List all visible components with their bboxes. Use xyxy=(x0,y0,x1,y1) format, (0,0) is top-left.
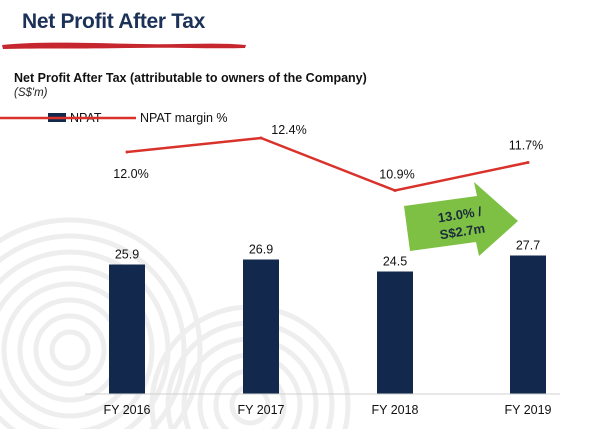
margin-value-label: 10.9% xyxy=(379,168,414,182)
bar-fy-2019 xyxy=(510,255,546,394)
growth-callout-arrow xyxy=(404,182,518,256)
margin-point xyxy=(393,189,397,192)
margin-value-label: 12.4% xyxy=(271,123,306,137)
margin-point xyxy=(526,161,530,164)
bar-value-label: 27.7 xyxy=(516,239,540,253)
growth-callout-line2: S$2.7m xyxy=(439,220,486,242)
chart-legend: NPAT NPAT margin % xyxy=(0,111,228,125)
bar-fy-2018 xyxy=(377,271,413,394)
x-tick-label: FY 2018 xyxy=(371,403,418,417)
margin-point xyxy=(259,136,263,140)
brush-stroke xyxy=(2,42,246,49)
bar-value-label: 26.9 xyxy=(249,243,273,257)
margin-value-label: 11.7% xyxy=(509,139,544,153)
x-tick-label: FY 2017 xyxy=(237,403,284,417)
bar-fy-2016 xyxy=(109,264,145,394)
background-swirl-pattern xyxy=(0,217,351,429)
title-underline-brush xyxy=(2,42,246,49)
chart-title: Net Profit After Tax (attributable to ow… xyxy=(14,71,367,85)
npat-margin-line xyxy=(126,136,529,192)
legend-margin-label: NPAT margin % xyxy=(140,111,228,125)
growth-callout: 13.0% / S$2.7m xyxy=(404,182,518,256)
bar-fy-2017 xyxy=(243,259,279,394)
margin-value-label: 12.0% xyxy=(113,167,148,181)
growth-callout-line1: 13.0% / xyxy=(437,204,483,226)
x-tick-label: FY 2016 xyxy=(103,403,150,417)
slide-title: Net Profit After Tax xyxy=(22,10,206,33)
x-tick-label: FY 2019 xyxy=(504,403,551,417)
bar-value-label: 24.5 xyxy=(383,255,407,269)
bar-value-label: 25.9 xyxy=(115,248,139,262)
chart-unit: (S$'m) xyxy=(14,87,48,99)
margin-point xyxy=(125,150,129,154)
